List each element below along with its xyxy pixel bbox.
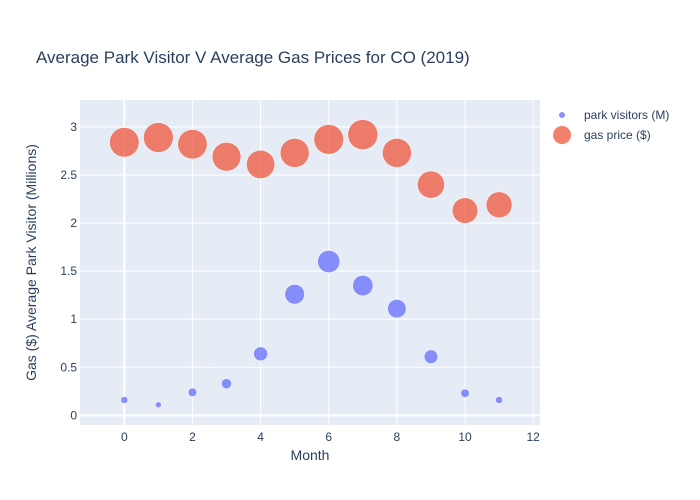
chart-title: Average Park Visitor V Average Gas Price… [36,48,470,67]
plot-area [80,100,540,425]
data-point[interactable] [495,396,503,404]
data-point[interactable] [279,138,310,168]
y-tick-label: 1 [70,312,77,326]
data-point[interactable] [460,388,470,398]
data-point[interactable] [451,197,479,224]
y-axis-ticks: 0 0.5 1 1.5 2 2.5 3 [60,120,77,422]
series-park-visitors [120,250,503,408]
y-axis-title: Gas ($) Average Park Visitor (Millions) [23,144,39,381]
data-point[interactable] [417,170,445,199]
x-tick-label: 12 [527,430,541,444]
data-point[interactable] [352,275,374,297]
data-point[interactable] [155,401,162,408]
legend-item[interactable]: park visitors (M) [559,108,669,122]
data-point[interactable] [382,138,412,168]
y-tick-label: 0 [70,408,77,422]
x-tick-label: 2 [189,430,196,444]
legend-item[interactable]: gas price ($) [553,126,651,144]
data-point[interactable] [284,284,305,305]
data-point[interactable] [246,149,276,179]
data-point[interactable] [387,299,407,319]
data-point[interactable] [187,387,197,397]
data-point[interactable] [177,129,208,160]
legend[interactable]: park visitors (M) gas price ($) [553,108,669,144]
legend-label: gas price ($) [584,128,651,142]
data-points [109,119,513,408]
data-point[interactable] [313,124,344,155]
data-point[interactable] [423,349,439,364]
legend-label: park visitors (M) [584,108,669,122]
series-gas-price [109,119,513,224]
x-axis-ticks: 0 2 4 6 8 10 12 [121,430,540,444]
x-tick-label: 10 [458,430,472,444]
data-point[interactable] [347,119,379,150]
y-tick-label: 2.5 [60,168,77,182]
y-tick-label: 1.5 [60,264,77,278]
data-point[interactable] [143,122,174,153]
x-tick-label: 4 [257,430,264,444]
x-tick-label: 6 [325,430,332,444]
x-tick-label: 8 [394,430,401,444]
data-point[interactable] [253,346,268,362]
data-point[interactable] [211,142,242,172]
data-point[interactable] [485,191,513,219]
y-tick-label: 3 [70,120,77,134]
legend-marker [553,126,571,144]
y-tick-label: 0.5 [60,360,77,374]
x-axis-title: Month [291,447,330,463]
x-tick-label: 0 [121,430,128,444]
data-point[interactable] [317,250,341,273]
data-point[interactable] [109,127,140,158]
data-point[interactable] [120,396,129,404]
data-point[interactable] [221,378,232,389]
legend-marker [559,112,565,118]
y-tick-label: 2 [70,216,77,230]
